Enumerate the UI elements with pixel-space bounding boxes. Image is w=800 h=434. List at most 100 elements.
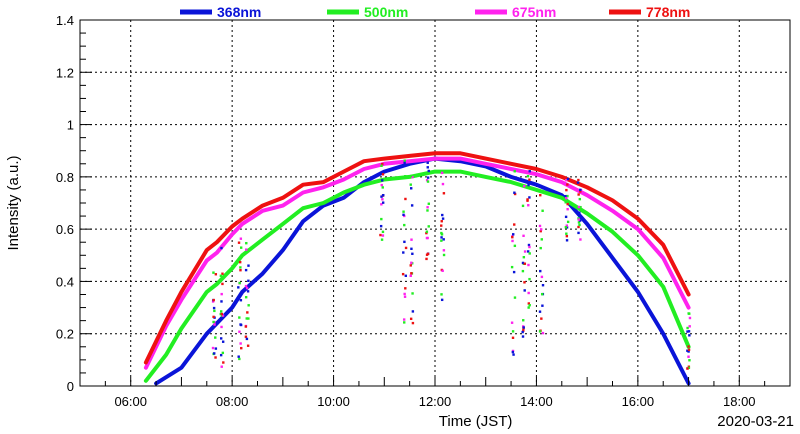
drop-point: [577, 218, 580, 221]
drop-point: [440, 220, 443, 223]
drop-point: [687, 330, 691, 333]
drop-point: [523, 281, 526, 284]
drop-point: [379, 224, 383, 228]
drop-point: [540, 317, 543, 320]
date-label: 2020-03-21: [717, 413, 794, 430]
legend-label-675nm: 675nm: [512, 4, 556, 20]
drop-point: [214, 336, 217, 339]
drop-point: [403, 292, 406, 296]
drop-point: [239, 266, 242, 269]
drop-point: [522, 255, 526, 259]
drop-point: [511, 330, 515, 333]
drop-point: [426, 180, 430, 183]
drop-point: [440, 233, 444, 236]
drop-point: [212, 271, 215, 274]
drop-point: [220, 246, 223, 250]
drop-point: [566, 194, 569, 198]
drop-point: [528, 196, 531, 199]
drop-point: [244, 325, 248, 328]
drop-point: [426, 206, 429, 209]
series-layer: [143, 151, 691, 386]
drop-point: [244, 335, 248, 338]
drop-point: [220, 365, 223, 368]
legend-label-778nm: 778nm: [646, 4, 690, 20]
x-axis-ticks: 06:00 08:00 10:00 12:00 14:00 16:00 18:00: [79, 377, 791, 409]
drop-point: [579, 238, 582, 241]
drop-point: [527, 204, 530, 207]
drop-point: [526, 250, 530, 253]
x-tick-label: 14:00: [520, 394, 553, 409]
x-tick-label: 12:00: [419, 394, 452, 409]
drop-point: [403, 161, 406, 165]
drop-point: [528, 304, 531, 307]
drop-point: [578, 197, 582, 201]
drop-point: [577, 193, 580, 196]
drop-point: [213, 352, 216, 355]
drop-point: [442, 192, 446, 195]
drop-point: [539, 246, 542, 250]
drop-point: [440, 231, 443, 235]
drop-point: [411, 175, 414, 179]
legend: 368nm 500nm 675nm 778nm: [180, 4, 690, 20]
drop-point: [442, 249, 446, 252]
drop-point: [577, 205, 581, 209]
series-line-675nm: [143, 156, 691, 370]
drop-point: [247, 304, 250, 307]
x-tick-label: 08:00: [216, 394, 249, 409]
drop-point: [527, 263, 530, 267]
drop-point: [214, 273, 218, 276]
series-line-500nm: [143, 169, 691, 383]
drop-point: [410, 261, 413, 264]
drop-point: [686, 349, 689, 352]
drop-point: [410, 247, 413, 250]
drop-point: [522, 326, 525, 329]
drop-point: [426, 176, 430, 179]
drop-point: [577, 231, 580, 235]
drop-point: [442, 238, 445, 241]
drop-point: [411, 292, 414, 295]
drop-point: [239, 246, 243, 249]
drop-point: [247, 279, 250, 282]
drop-point: [565, 232, 568, 235]
drop-point: [238, 357, 241, 361]
drop-point: [402, 318, 406, 321]
drop-point: [564, 226, 568, 229]
drop-point: [687, 366, 691, 370]
drop-point: [511, 350, 515, 354]
drop-point: [214, 356, 217, 359]
drop-point: [565, 224, 568, 227]
series-line-778nm: [143, 151, 691, 365]
y-tick-label: 0.2: [56, 327, 74, 342]
drop-point: [380, 217, 383, 221]
drop-point: [565, 234, 569, 238]
drop-point: [565, 188, 568, 192]
x-tick-label: 16:00: [622, 394, 655, 409]
drop-point: [239, 342, 242, 345]
drop-point: [688, 312, 691, 315]
drop-point: [687, 350, 690, 353]
drop-point: [381, 198, 384, 201]
drop-point: [527, 243, 531, 247]
drop-point: [222, 361, 225, 364]
drop-point: [221, 340, 225, 343]
drop-point: [410, 272, 413, 275]
drop-point: [212, 306, 216, 310]
y-tick-label: 1: [67, 118, 74, 133]
drop-point: [411, 252, 414, 256]
drop-point: [409, 264, 412, 267]
drop-point: [238, 281, 241, 285]
drop-point: [214, 347, 218, 350]
drop-point: [540, 292, 544, 296]
drop-point: [409, 183, 412, 186]
cloud-drop-points: [211, 159, 692, 370]
drop-point: [513, 223, 516, 226]
drop-point: [526, 175, 530, 178]
drop-point: [409, 274, 412, 278]
y-tick-label: 0.4: [56, 274, 74, 289]
drop-point: [521, 204, 525, 208]
drop-point: [246, 290, 250, 293]
drop-point: [404, 197, 407, 201]
drop-point: [686, 326, 689, 330]
drop-point: [380, 164, 383, 167]
drop-point: [382, 193, 385, 197]
